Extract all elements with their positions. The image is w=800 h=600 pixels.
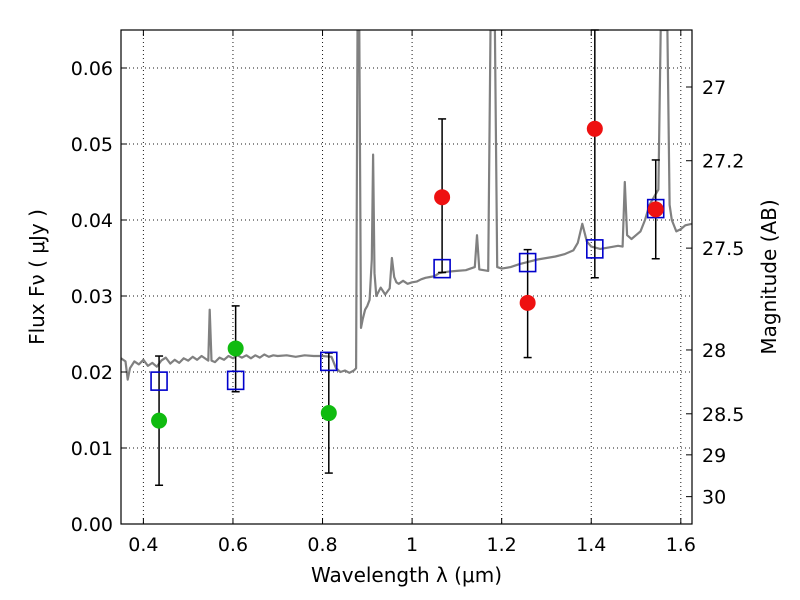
red-data-point: [586, 120, 603, 137]
x-tick-label: 1: [406, 534, 418, 556]
right-tick-label: 27.5: [702, 238, 744, 260]
green-data-point: [227, 340, 244, 357]
y-axis-ticks: 0.00 0.01 0.02 0.03 0.04 0.05 0.06: [71, 58, 127, 536]
y-tick-label: 0.01: [71, 438, 113, 460]
y-axis-label: Flux Fν ( μJy ): [25, 209, 49, 345]
model-box: [433, 258, 451, 279]
y-tick-label: 0.05: [71, 134, 113, 156]
x-tick-label: 1.2: [487, 534, 517, 556]
spectrum-line: [121, 30, 692, 381]
red-data-point: [519, 294, 536, 311]
model-box: [150, 371, 168, 391]
y-tick-label: 0.06: [71, 58, 113, 80]
y-tick-label: 0.03: [71, 286, 113, 308]
red-data-point: [647, 201, 664, 218]
x-axis-ticks: 0.4 0.6 0.8 1 1.2 1.4 1.6: [128, 30, 696, 556]
x-tick-label: 1.6: [666, 534, 696, 556]
plot-frame: [120, 29, 693, 525]
y-tick-label: 0.02: [71, 362, 113, 384]
right-tick-label: 27.2: [702, 151, 744, 173]
spectrum-curve: [121, 30, 692, 381]
data-points: [151, 120, 664, 429]
y-tick-label: 0.04: [71, 210, 113, 232]
model-box: [226, 370, 245, 391]
x-tick-label: 0.8: [307, 534, 337, 556]
right-tick-label: 28: [702, 340, 726, 362]
x-axis-label: Wavelength λ (μm): [311, 563, 502, 587]
right-tick-label: 27: [702, 77, 726, 99]
red-data-point: [434, 189, 451, 206]
model-box: [319, 351, 338, 372]
right-tick-label: 30: [702, 487, 726, 509]
x-tick-label: 1.4: [576, 534, 606, 556]
right-axis-ticks: 27 27.2 27.5 28 28.5 29 30: [686, 77, 744, 509]
model-boxes: [150, 198, 665, 391]
green-data-point: [151, 412, 168, 429]
model-box: [518, 252, 537, 273]
y-tick-label: 0.00: [71, 514, 113, 536]
right-tick-label: 29: [702, 445, 726, 467]
green-data-point: [320, 405, 337, 422]
right-axis-label: Magnitude (AB): [757, 199, 781, 354]
x-tick-label: 0.6: [218, 534, 248, 556]
model-box: [586, 239, 604, 259]
x-tick-label: 0.4: [128, 534, 158, 556]
model-box: [646, 198, 665, 219]
right-tick-label: 28.5: [702, 404, 744, 426]
